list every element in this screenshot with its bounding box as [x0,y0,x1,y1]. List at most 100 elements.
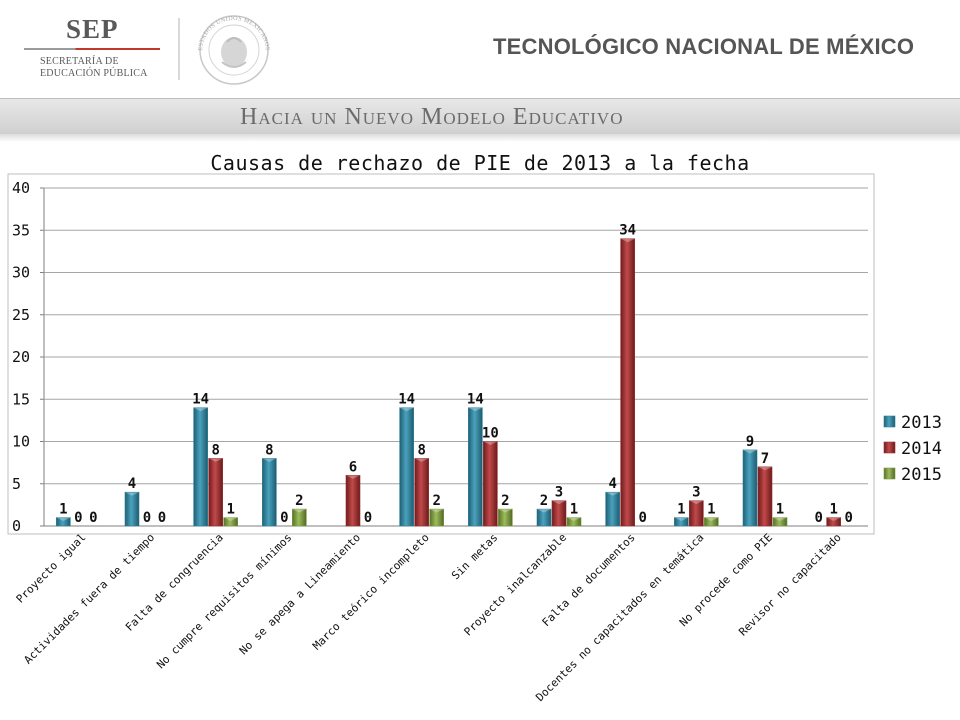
x-tick-label: Marco teórico incompleto [310,531,432,653]
bar-bevel [826,517,841,522]
sep-subtitle-2: EDUCACIÓN PÚBLICA [40,68,148,79]
data-label: 1 [776,502,784,518]
data-label: 0 [74,510,82,526]
data-label: 4 [608,476,616,492]
bar-bevel [262,458,277,462]
bar-bevel [125,492,139,496]
data-label: 14 [192,392,209,408]
bar-bevel [620,238,635,243]
y-tick-label: 20 [12,348,30,366]
bar-2015 [498,508,513,527]
x-tick-label: Actividades fuera de tiempo [21,531,157,667]
bar-2014 [826,517,841,527]
bar-2014 [620,238,635,527]
national-seal-icon: ESTADOS UNIDOS MEXICANOS [197,15,271,85]
banner-band [0,98,960,135]
sep-title: SEP [66,14,119,44]
bar-2013 [399,407,414,527]
bar-bevel [567,517,581,522]
bar-2015 [292,508,307,527]
bar-2014 [483,441,498,527]
bar-bevel [193,407,208,412]
y-tick-label: 5 [12,475,21,493]
x-tick-label: No cumpre requisitos mínimos [154,531,294,671]
bar-bevel [552,500,566,505]
x-tick-label: Proyecto igual [14,531,89,606]
bar-2013 [56,517,71,527]
bar-2015 [772,517,788,527]
data-label: 0 [814,510,822,526]
data-label: 0 [158,510,166,526]
data-label: 8 [265,442,273,458]
banner-shadow [0,134,960,142]
bar-bevel [429,509,444,513]
data-label: 8 [211,442,219,458]
chart-grid [7,173,875,535]
bar-bevel [483,441,498,445]
data-label: 2 [501,493,509,509]
x-tick-label: Sin metas [449,531,500,582]
data-label: 14 [467,392,484,408]
data-label: 0 [143,510,151,526]
bar-2014 [757,466,773,527]
data-label: 3 [555,485,563,501]
data-label: 3 [692,485,700,501]
data-label: 4 [128,476,136,492]
bar-2015 [429,508,444,527]
y-tick-label: 30 [12,264,30,282]
data-label: 1 [59,502,67,518]
legend-label: 2015 [901,465,942,485]
sep-logo: SEP SECRETARÍA DE EDUCACIÓN PÚBLICA [22,14,162,84]
data-label: 2 [295,493,303,509]
bar-bevel [208,458,223,462]
legend-swatch [883,415,896,428]
bar-2013 [468,407,483,527]
data-label: 2 [432,493,440,509]
bar-bevel [498,509,513,513]
data-label: 2 [540,493,548,509]
bar-2015 [704,517,719,527]
bar-bevel [674,517,689,522]
data-label: 8 [417,442,425,458]
y-axis-ticks: 0 5 10 15 20 25 30 35 40 [12,179,30,535]
y-tick-label: 15 [12,390,30,408]
data-label: 10 [482,426,499,442]
institution-name: TECNOLÓGICO NACIONAL DE MÉXICO [493,34,915,59]
bar-2013 [674,517,689,527]
bar-bevel [414,458,429,462]
data-label: 34 [619,223,636,239]
bar-bevel [758,466,772,471]
x-tick-label: No se apega a Lineamiento [237,531,363,657]
legend-swatch [883,467,896,480]
bar-2015 [566,517,582,527]
bar-bevel [223,517,238,522]
bar-2013 [536,508,552,527]
bar-2013 [124,491,140,527]
chart-bars [56,238,841,527]
data-label: 1 [570,502,578,518]
plot-area [7,173,875,535]
bar-2014 [689,500,704,527]
bar-bevel [537,509,551,513]
data-label: 0 [280,510,288,526]
banner-text: Hacia un Nuevo Modelo Educativo [240,104,624,130]
bar-bevel [743,449,757,454]
bar-2013 [742,449,758,527]
chart-title: Causas de rechazo de PIE de 2013 a la fe… [210,151,750,175]
data-label: 1 [707,502,715,518]
bar-2014 [208,458,223,527]
sep-subtitle-1: SECRETARÍA DE [40,56,119,67]
bar-2013 [193,407,208,527]
bar-bevel [689,500,704,505]
legend-label: 2013 [901,413,942,433]
y-tick-label: 25 [12,306,30,324]
y-tick-label: 35 [12,221,30,239]
header-divider [178,18,180,80]
bar-2014 [551,500,567,527]
bar-bevel [346,475,360,479]
data-label: 7 [761,451,769,467]
bar-2015 [223,517,238,527]
